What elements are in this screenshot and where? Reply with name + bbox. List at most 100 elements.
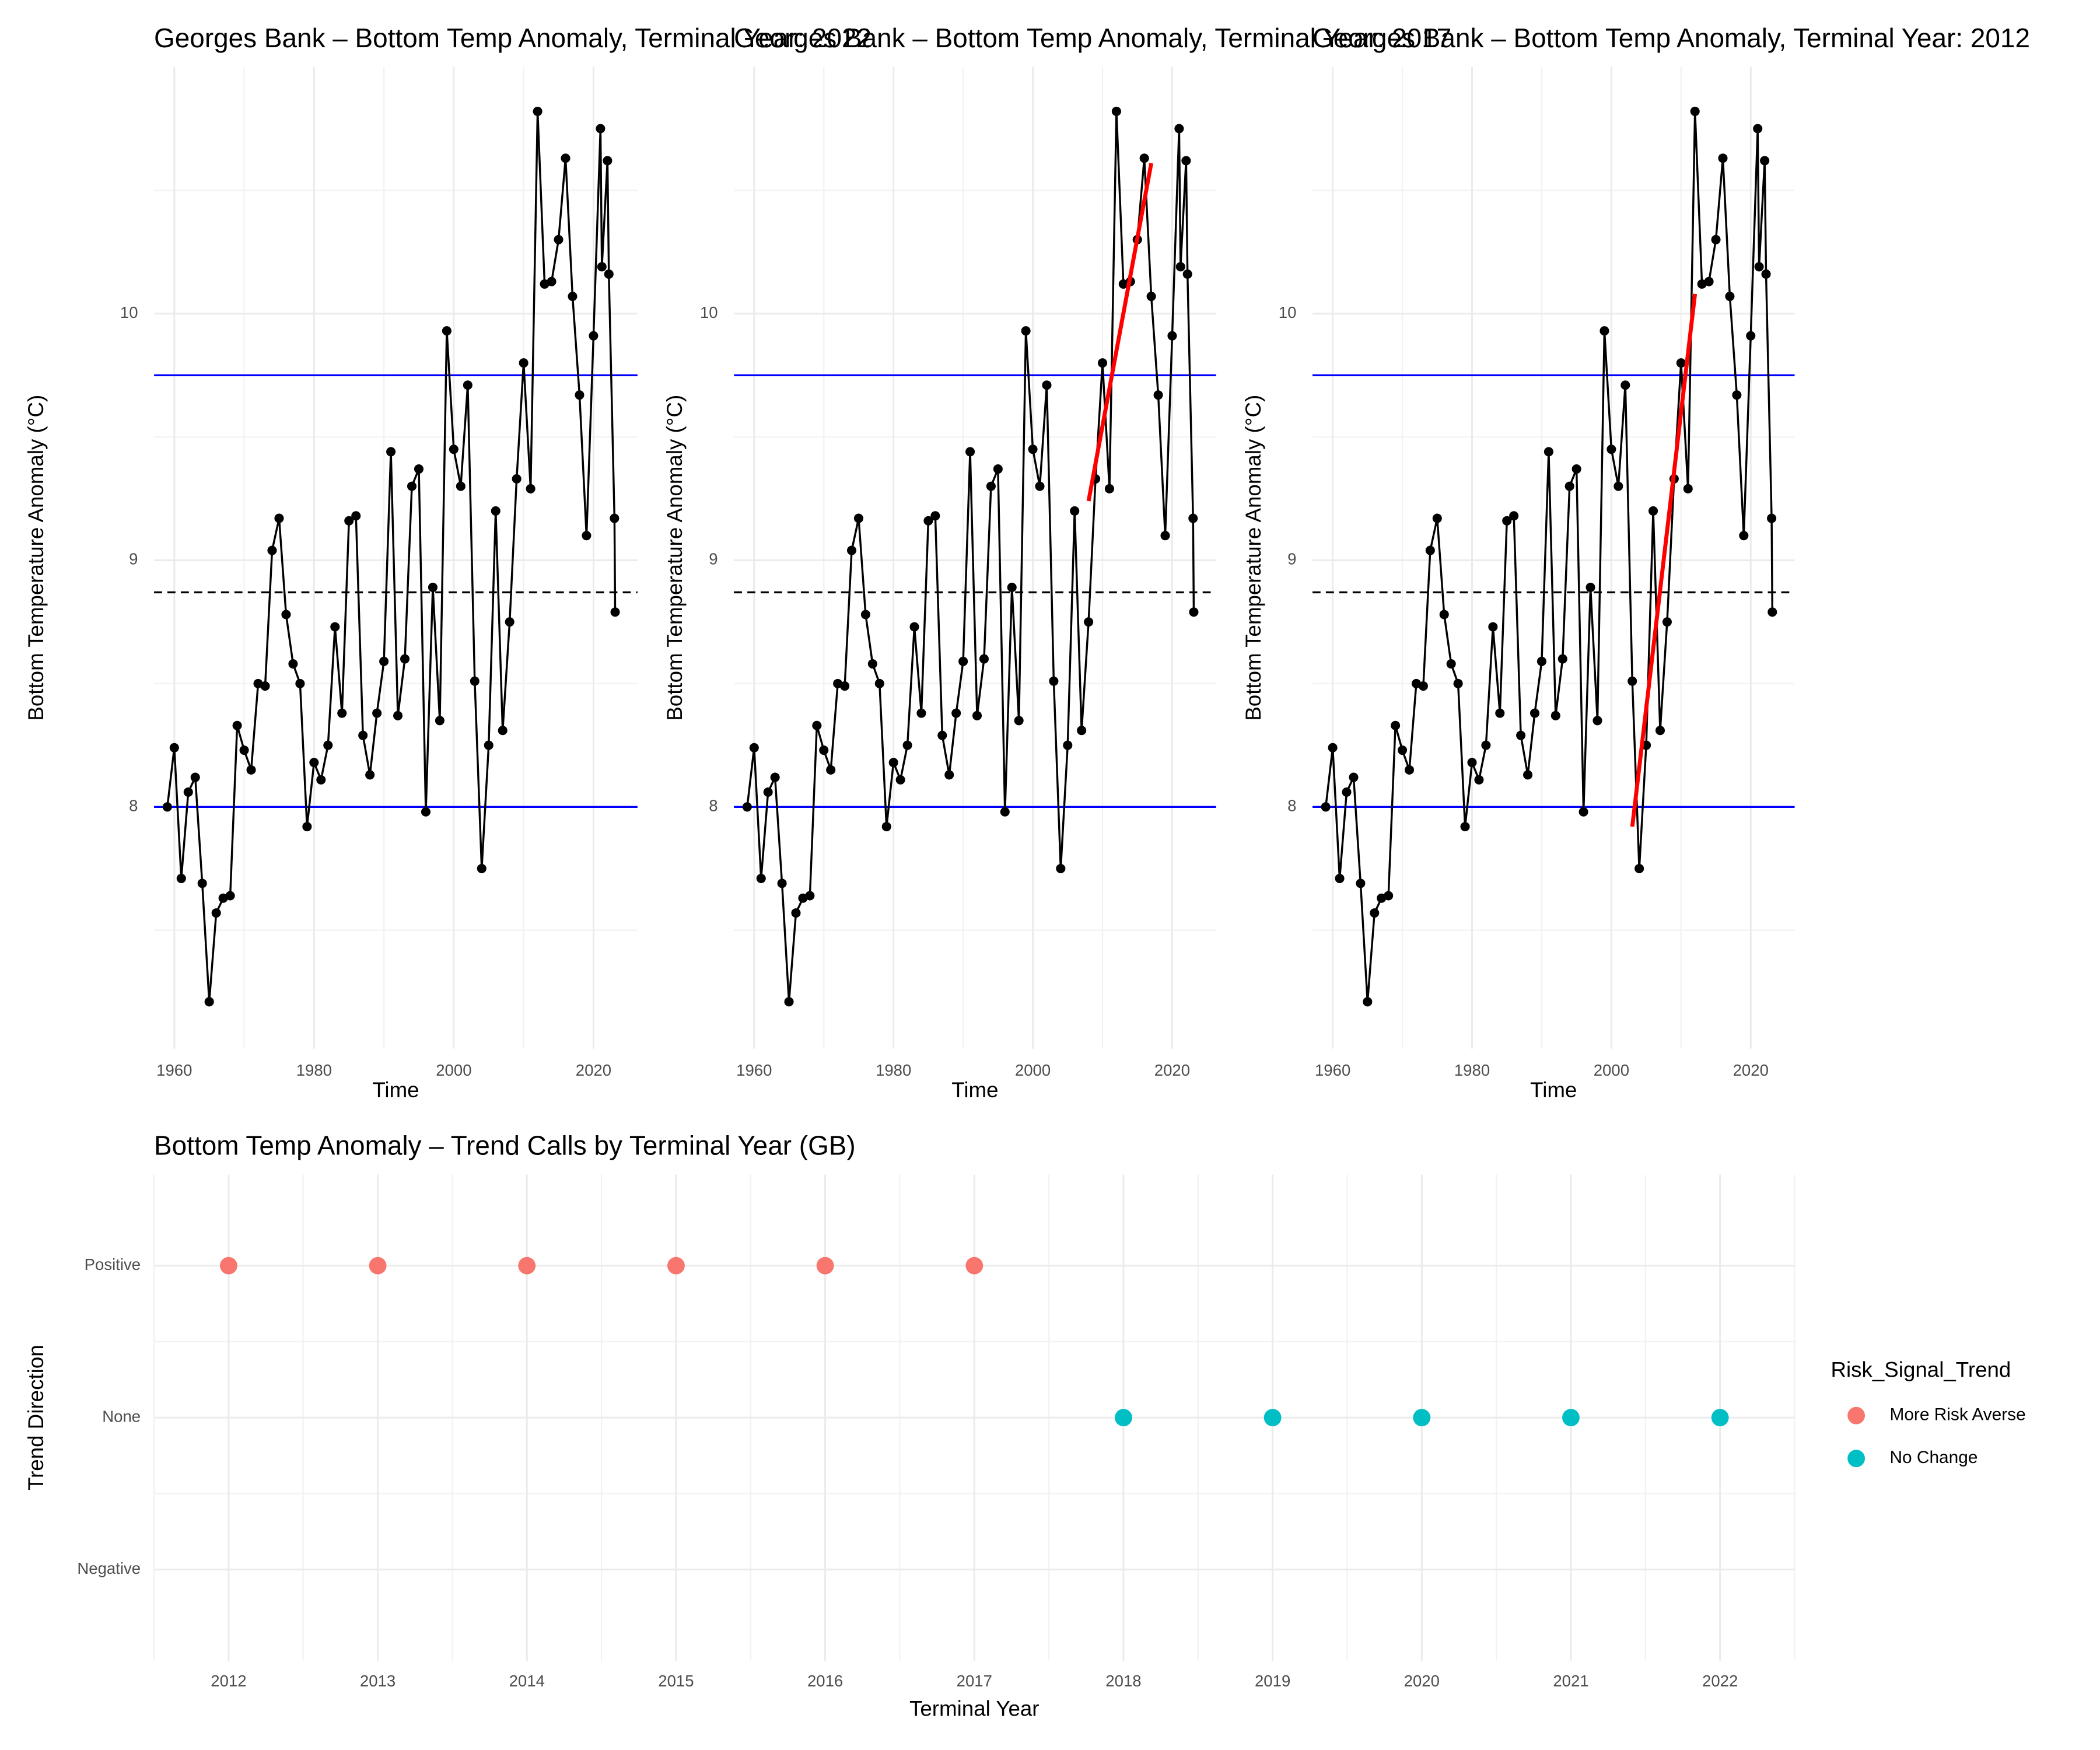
data-point [1474,775,1484,785]
data-line [746,111,1195,1002]
y-axis-title: Trend Direction [24,1345,48,1490]
data-point [1753,124,1763,134]
data-point [547,276,556,286]
data-point [1007,582,1017,593]
data-point [1391,720,1401,730]
data-point [533,106,542,116]
data-point [463,380,473,390]
x-tick-label: 1980 [1454,1061,1490,1079]
data-point [1021,326,1031,336]
data-point [965,1256,984,1275]
x-axis-title: Time [1530,1078,1577,1102]
data-point [330,622,340,632]
data-point [393,710,403,720]
data-point [379,656,389,666]
data-point [1077,726,1087,736]
data-point [1634,863,1644,874]
data-point [874,678,884,688]
data-point [190,772,200,782]
data-point [1139,153,1149,163]
legend-label: More Risk Averse [1890,1405,2026,1424]
data-point [1523,770,1533,780]
data-point [603,156,612,166]
data-point [267,545,277,555]
data-point [526,484,536,494]
data-point [1175,262,1185,272]
data-point [909,622,919,632]
data-point [1335,873,1345,883]
data-point [1767,513,1777,523]
data-point [1000,807,1010,817]
data-point [1558,654,1567,664]
data-point [1363,997,1373,1007]
data-point [1530,708,1540,718]
data-point [421,807,431,817]
data-point [1418,681,1428,691]
data-point [288,659,298,669]
data-point [1398,745,1408,755]
data-point [344,516,354,526]
data-point [204,997,214,1007]
data-point [1153,390,1163,400]
data-point [1495,708,1505,718]
data-point [1264,1409,1282,1427]
legend-swatch [1847,1406,1866,1424]
data-point [400,654,410,664]
data-point [1754,262,1764,272]
data-point [442,326,452,336]
data-point [435,716,444,726]
x-tick-label: 2017 [957,1672,992,1690]
data-point [1711,235,1721,244]
data-point [498,726,508,736]
data-point [369,1256,387,1275]
data-point [1384,891,1394,901]
data-point [1516,730,1526,740]
data-point [1370,908,1380,918]
y-tick-label: 9 [1287,550,1296,568]
data-point [756,873,766,883]
data-point [958,656,968,666]
y-axis-title: Bottom Temperature Anomaly (°C) [24,395,48,721]
data-point [1167,331,1177,341]
data-point [1592,716,1602,726]
data-point [1690,106,1700,116]
data-point [1760,156,1770,166]
data-point [1578,807,1588,817]
data-point [575,390,584,400]
data-point [260,681,270,691]
data-point [505,617,514,627]
panel-title: Georges Bank – Bottom Temp Anomaly, Term… [734,23,1451,53]
data-point [1662,617,1672,627]
data-point [1446,659,1456,669]
data-point [1413,1409,1431,1427]
data-point [763,787,773,797]
data-point [428,582,438,593]
x-tick-label: 1960 [1315,1061,1350,1079]
y-tick-label: Negative [77,1559,141,1577]
data-point [1628,676,1637,686]
data-point [518,1256,536,1275]
data-point [589,331,598,341]
x-tick-label: 2022 [1702,1672,1738,1690]
x-axis-title: Time [951,1078,998,1102]
data-point [1035,481,1045,491]
y-tick-label: Positive [85,1255,141,1273]
x-tick-label: 2021 [1553,1672,1588,1690]
data-point [219,1256,237,1275]
data-point [211,908,221,918]
data-point [302,822,312,832]
data-point [867,659,877,669]
trend-line [1630,293,1698,827]
x-tick-label: 2000 [1594,1061,1629,1079]
data-point [351,511,361,521]
data-point [281,610,291,620]
data-line [1324,111,1773,1002]
panel-title: Georges Bank – Bottom Temp Anomaly, Term… [154,23,872,53]
data-point [1648,506,1658,516]
data-point [604,269,614,279]
data-point [777,878,787,888]
data-point [902,740,912,750]
data-point [1356,878,1366,888]
data-point [860,610,870,620]
